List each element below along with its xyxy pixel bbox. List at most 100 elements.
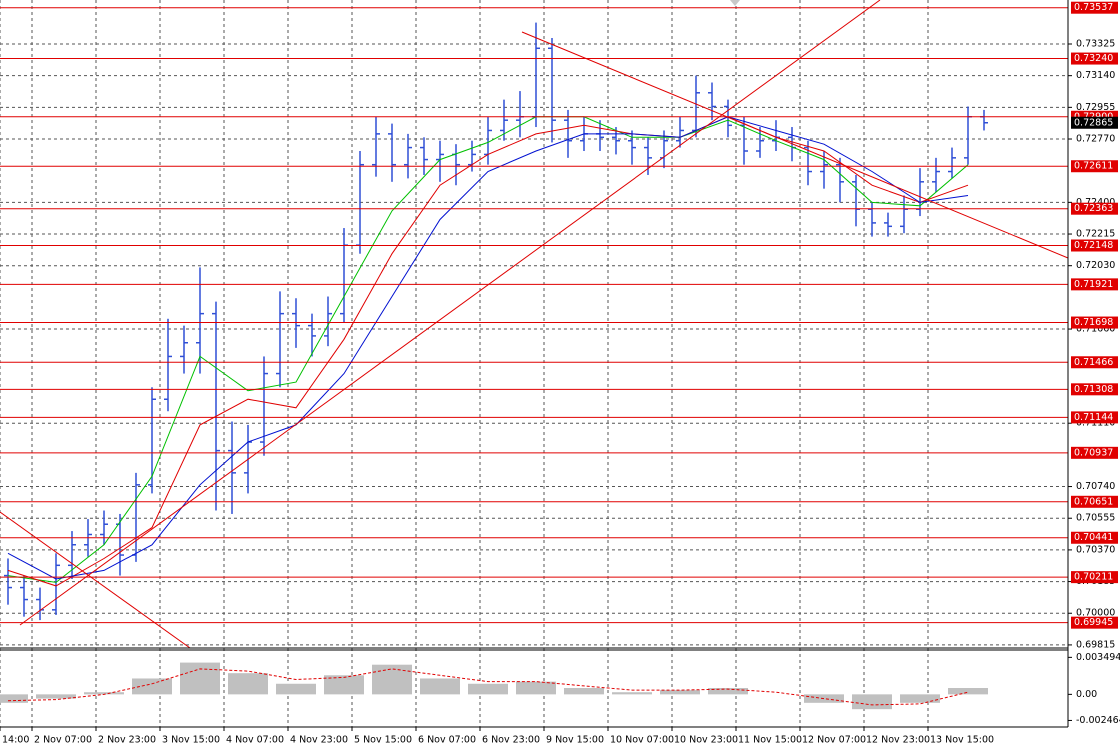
- level-text: 0.71698: [1074, 317, 1113, 328]
- level-text: 0.72611: [1074, 161, 1113, 172]
- level-box: [1071, 571, 1118, 584]
- trendlines: [0, 0, 1069, 649]
- histogram-bar: [36, 694, 76, 699]
- level-box: [1071, 356, 1118, 369]
- y-tick-label: 0.73140: [1076, 70, 1115, 81]
- x-tick-label: 6 Nov 23:00: [482, 735, 540, 746]
- level-text: 0.70211: [1074, 572, 1113, 583]
- level-text: 0.70937: [1074, 447, 1113, 458]
- x-tick-label: 4 Nov 23:00: [290, 735, 348, 746]
- y-tick-label: 0.70740: [1076, 481, 1115, 492]
- level-text: 0.69945: [1074, 617, 1113, 628]
- level-label: 0.70441: [1071, 531, 1118, 544]
- level-text: 0.70441: [1074, 532, 1113, 543]
- histogram-bar: [708, 688, 748, 695]
- trendline: [0, 511, 191, 649]
- level-box: [1071, 278, 1118, 291]
- histogram-bar: [612, 692, 652, 695]
- histogram-bar: [84, 692, 124, 695]
- level-label: 0.72611: [1071, 160, 1118, 173]
- shift-marker: [730, 0, 740, 6]
- level-box: [1071, 202, 1118, 215]
- level-label: 0.71921: [1071, 278, 1118, 291]
- x-tick-label: 12 Nov 23:00: [866, 735, 930, 746]
- x-tick-label: 5 Nov 15:00: [354, 735, 412, 746]
- level-box: [1071, 316, 1118, 329]
- x-tick-label: 2 Nov 07:00: [34, 735, 92, 746]
- level-label: 0.70937: [1071, 446, 1118, 459]
- x-tick-label: 13 Nov 15:00: [930, 735, 994, 746]
- y-tick-label: 0.72770: [1076, 134, 1115, 145]
- level-text: 0.71144: [1074, 412, 1113, 423]
- histogram-bar: [852, 694, 892, 710]
- level-box: [1071, 495, 1118, 508]
- x-tick-label: 6 Nov 07:00: [418, 735, 476, 746]
- histogram-bar: [564, 688, 604, 695]
- level-label: 0.70651: [1071, 495, 1118, 508]
- histogram-bar: [132, 678, 172, 695]
- level-label: 0.70211: [1071, 571, 1118, 584]
- trendline: [19, 0, 881, 626]
- current-price: 0.72865: [1071, 116, 1118, 129]
- y-tick-label: 0.69815: [1076, 639, 1115, 650]
- y-tick-label: 0.71660: [1076, 324, 1115, 335]
- level-box: [1071, 446, 1118, 459]
- x-tick-label: 10 Nov 23:00: [674, 735, 738, 746]
- histogram-bar: [948, 688, 988, 695]
- x-tick-label: 4 Nov 07:00: [226, 735, 284, 746]
- level-box: [1071, 411, 1118, 424]
- level-label: 0.73537: [1071, 1, 1118, 14]
- ma-line: [7, 116, 969, 580]
- y-tick-label: 0.00: [1076, 689, 1097, 700]
- level-box: [1071, 616, 1118, 629]
- level-text: 0.71308: [1074, 384, 1113, 395]
- grid: [0, 0, 1072, 731]
- ma-line: [7, 116, 969, 587]
- level-label: 0.71144: [1071, 411, 1118, 424]
- histogram-bar: [468, 683, 508, 695]
- trendline: [521, 31, 1069, 259]
- histogram-bar: [804, 694, 844, 703]
- price-text: 0.72865: [1074, 117, 1113, 128]
- x-tick-label: 9 Nov 15:00: [546, 735, 604, 746]
- x-tick-label: 11 Nov 15:00: [738, 735, 802, 746]
- level-box: [1071, 239, 1118, 252]
- level-text: 0.72363: [1074, 203, 1113, 214]
- level-text: 0.73537: [1074, 2, 1113, 13]
- level-text: 0.71466: [1074, 357, 1113, 368]
- ma-line: [7, 116, 969, 583]
- level-box: [1071, 1, 1118, 14]
- histogram-bar: [0, 694, 28, 703]
- level-text: 0.73240: [1074, 53, 1113, 64]
- level-label: 0.71466: [1071, 356, 1118, 369]
- y-tick-label: 0.70555: [1076, 513, 1115, 524]
- y-tick-label: 0.70000: [1076, 608, 1115, 619]
- y-tick-label: 0.70370: [1076, 544, 1115, 555]
- level-text: 0.72148: [1074, 240, 1113, 251]
- y-tick-label: 0.003494: [1076, 652, 1120, 663]
- level-label: 0.69945: [1071, 616, 1118, 629]
- level-label: 0.73240: [1071, 52, 1118, 65]
- y-tick-label: 0.72215: [1076, 229, 1115, 240]
- price-box: [1071, 116, 1118, 129]
- level-label: 0.72148: [1071, 239, 1118, 252]
- level-box: [1071, 160, 1118, 173]
- x-tick-label: 12 Nov 07:00: [802, 735, 866, 746]
- y-tick-label: 0.72030: [1076, 260, 1115, 271]
- y-tick-label: -0.002464: [1076, 715, 1120, 726]
- y-tick-label: 0.73325: [1076, 38, 1115, 49]
- histogram-bar: [660, 690, 700, 695]
- histogram-bar: [420, 678, 460, 695]
- level-text: 0.71921: [1074, 279, 1113, 290]
- level-label: 0.71698: [1071, 316, 1118, 329]
- signal-line: [7, 668, 969, 706]
- level-label: 0.72363: [1071, 202, 1118, 215]
- level-box: [1071, 52, 1118, 65]
- marks: [0, 7, 1068, 710]
- histogram-bar: [228, 673, 268, 695]
- histogram-bar: [180, 662, 220, 695]
- y-tick-label: 0.72955: [1076, 102, 1115, 113]
- level-text: 0.70651: [1074, 496, 1113, 507]
- level-box: [1071, 531, 1118, 544]
